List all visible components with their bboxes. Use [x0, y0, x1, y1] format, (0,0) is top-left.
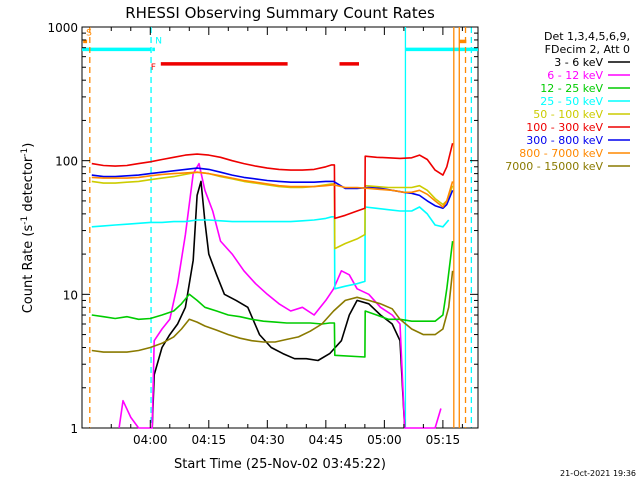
series-line: [91, 270, 454, 353]
series-line: [91, 143, 454, 220]
flag-bars: S N F: [82, 28, 478, 73]
y-axis-label-main: Count Rate (s: [21, 225, 36, 314]
time-markers: [89, 27, 473, 428]
series-line: [91, 206, 450, 290]
series-line: [91, 167, 454, 210]
legend-label: 12 - 25 keV: [540, 82, 603, 95]
legend-label: 25 - 50 keV: [540, 95, 603, 108]
legend-label: 7000 - 15000 keV: [505, 160, 603, 173]
y-tick-label: 100: [55, 155, 78, 169]
footer-date: 21-Oct-2021 19:36: [560, 469, 636, 478]
x-tick-label: 04:00: [133, 433, 168, 447]
y-tick-label: 10: [63, 288, 78, 302]
x-tick-label: 04:30: [250, 433, 285, 447]
y-axis-label: Count Rate (s-1 detector-1): [20, 143, 36, 314]
legend-label: 6 - 12 keV: [547, 69, 603, 82]
legend-label: 300 - 800 keV: [526, 134, 603, 147]
plot-frame: [81, 26, 479, 429]
legend-header: Det 1,3,4,5,6,9,: [544, 30, 630, 43]
x-tick-label: 05:00: [367, 433, 402, 447]
legend-label: 3 - 6 keV: [554, 56, 603, 69]
legend-header: FDecim 2, Att 0: [545, 43, 630, 56]
y-axis-label-end: ): [21, 143, 36, 148]
y-tick-label: 1000: [47, 21, 78, 35]
y-axis-label-mid: detector: [21, 156, 36, 216]
series-line: [118, 162, 442, 429]
legend: Det 1,3,4,5,6,9,FDecim 2, Att 03 - 6 keV…: [505, 30, 630, 173]
chart-title: RHESSI Observing Summary Count Rates: [125, 4, 435, 22]
plot-area: [81, 26, 479, 429]
x-tick-label: 04:15: [192, 433, 227, 447]
series-line: [91, 241, 454, 358]
y-axis-label-sup2: -1: [20, 148, 30, 157]
y-tick-label: 1: [70, 422, 78, 436]
legend-label: 50 - 100 keV: [533, 108, 603, 121]
series-layer: [91, 143, 454, 429]
axes: 04:00 04:15 04:30 04:45 05:00 05:15 1 10 100 1000: [47, 21, 478, 447]
y-axis-label-sup1: -1: [20, 216, 30, 225]
legend-label: 100 - 300 keV: [526, 121, 603, 134]
x-tick-label: 05:15: [426, 433, 461, 447]
x-axis-label: Start Time (25-Nov-02 03:45:22): [174, 457, 386, 472]
legend-label: 800 - 7000 keV: [519, 147, 603, 160]
series-line: [151, 180, 406, 429]
flag-label: F: [151, 63, 156, 73]
flag-label: S: [86, 28, 92, 38]
series-line: [91, 171, 454, 208]
flag-label: N: [155, 36, 162, 46]
x-tick-label: 04:45: [309, 433, 344, 447]
